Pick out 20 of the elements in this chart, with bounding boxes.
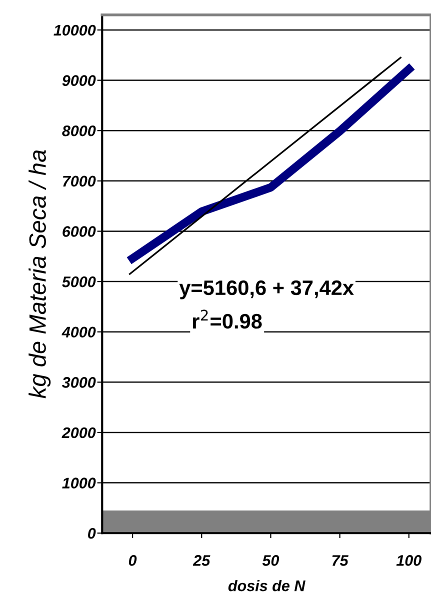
y-tick-label: 0 [88, 528, 96, 539]
annotation: r$^{2}$=0.98 [192, 310, 262, 329]
x-tick-label: 75 [332, 555, 348, 566]
y-tick-label: 3000 [62, 377, 96, 388]
y-axis-title: kg de Materia Seca / ha [28, 150, 51, 398]
y-tick-label: 8000 [62, 125, 96, 136]
annotation: y=5160,6 + 37,42x [179, 280, 354, 300]
x-tick-label: 0 [128, 555, 137, 566]
x-axis-title: dosis de N [228, 580, 306, 592]
x-tick-label: 50 [262, 555, 280, 566]
y-tick-label: 5000 [62, 276, 96, 288]
y-tick-label: 2000 [62, 427, 96, 438]
x-tick-label: 100 [396, 555, 422, 566]
y-tick-label: 10000 [54, 24, 96, 36]
y-tick-label: 1000 [62, 478, 96, 488]
y-tick-label: 6000 [62, 226, 96, 237]
y-tick-label: 7000 [62, 176, 96, 187]
y-tick-label: 4000 [62, 326, 96, 338]
y-tick-label: 9000 [62, 75, 96, 86]
x-tick-label: 25 [192, 555, 210, 566]
